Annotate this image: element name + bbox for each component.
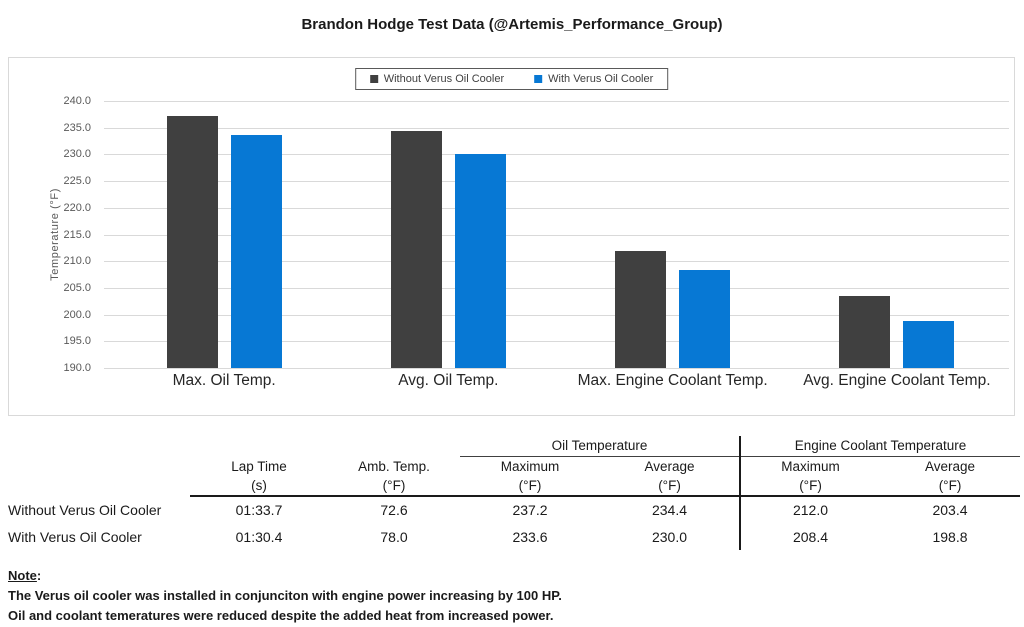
bar-series0-cat1 <box>390 130 442 368</box>
table-cell: 212.0 <box>739 496 881 523</box>
table-cell: 198.8 <box>932 528 968 545</box>
x-category-label: Max. Engine Coolant Temp. <box>577 372 768 389</box>
legend-marker-icon <box>369 75 378 83</box>
bar-series0-cat3 <box>839 296 891 368</box>
y-tick-label: 200.0 <box>63 308 91 321</box>
table-cell: 234.4 <box>651 502 688 518</box>
table-row-label: With Verus Oil Cooler <box>8 528 142 545</box>
table-cell: 78.0 <box>380 528 408 545</box>
note-line: The Verus oil cooler was installed in co… <box>8 588 562 603</box>
y-axis-labels: 240.0 235.0 230.0 225.0 220.0 215.0 210.0 205.0… <box>9 95 105 374</box>
table-group-oil-temperature: Oil Temperature <box>460 436 741 457</box>
bar-series1-cat2 <box>679 269 731 368</box>
legend-marker-icon <box>534 75 543 83</box>
legend-item-1: With Verus Oil Cooler <box>534 73 653 85</box>
table-cell: 01:30.4 <box>235 528 283 545</box>
table-column-header: Maximum <box>500 458 560 474</box>
table-cell: 237.2 <box>512 502 548 518</box>
y-tick-label: 205.0 <box>63 281 91 294</box>
y-tick-label: 210.0 <box>63 255 91 268</box>
table-empty-cell <box>0 456 190 476</box>
y-tick-label: 225.0 <box>63 175 91 188</box>
table-empty-cell <box>0 476 190 496</box>
bar-series1-cat0 <box>230 135 282 368</box>
y-tick-label: 215.0 <box>63 228 91 241</box>
table-column-unit: (°F) <box>600 476 741 497</box>
table-column-header: Amb. Temp. <box>358 458 430 474</box>
table-column-header: Lap Time <box>231 458 287 474</box>
chart-frame: Without Verus Oil Cooler With Verus Oil C… <box>8 57 1015 416</box>
table-cell: 208.4 <box>739 523 881 550</box>
table-row: With Verus Oil Cooler 01:30.4 78.0 233.6 230… <box>0 523 1020 550</box>
legend-label: Without Verus Oil Cooler <box>383 73 505 85</box>
table-column-header-row: Lap Time Amb. Temp. Maximum Average Maximum A… <box>0 456 1020 476</box>
chart-legend: Without Verus Oil Cooler With Verus Oil C… <box>354 68 669 90</box>
gridline <box>104 287 1009 289</box>
gridline <box>104 261 1009 263</box>
table-cell: 233.6 <box>512 528 548 545</box>
table-group-engine-coolant-temperature: Engine Coolant Temperature <box>739 436 1021 457</box>
category-group-2 <box>561 101 785 368</box>
table-column-header: Average <box>924 458 976 474</box>
table-empty-cell <box>0 436 460 456</box>
table-column-unit: (°F) <box>460 476 600 497</box>
table-body: Without Verus Oil Cooler 01:33.7 72.6 237.2… <box>0 496 1020 550</box>
category-group-0 <box>112 101 336 368</box>
y-tick-label: 220.0 <box>63 201 91 214</box>
table-column-unit: (°F) <box>739 476 881 497</box>
bar-series0-cat0 <box>166 115 218 368</box>
y-tick-label: 195.0 <box>63 335 91 348</box>
gridline <box>104 181 1009 183</box>
table-row: Without Verus Oil Cooler 01:33.7 72.6 237.2… <box>0 496 1020 523</box>
category-group-1 <box>336 101 560 368</box>
table-group-header-row: Oil Temperature Engine Coolant Temperatu… <box>0 436 1021 457</box>
note-colon: : <box>36 568 42 583</box>
table-column-unit: (°F) <box>328 476 460 497</box>
plot-area <box>104 101 1009 369</box>
y-tick-label: 190.0 <box>63 362 91 374</box>
gridline <box>104 154 1009 156</box>
table-units-row: (s) (°F) (°F) (°F) (°F) (°F) <box>0 476 1021 497</box>
table-cell: 01:33.7 <box>235 502 283 518</box>
gridline <box>104 234 1009 236</box>
y-tick-label: 235.0 <box>63 121 91 134</box>
table-column-unit: (°F) <box>880 476 1021 497</box>
x-category-label: Avg. Engine Coolant Temp. <box>803 372 991 389</box>
gridline <box>104 101 1009 102</box>
legend-label: With Verus Oil Cooler <box>548 73 654 85</box>
note-title: Note: <box>8 566 562 586</box>
chart-title: Brandon Hodge Test Data (@Artemis_Perfor… <box>301 16 723 33</box>
x-category-label: Avg. Oil Temp. <box>398 372 499 389</box>
gridline <box>104 127 1009 129</box>
bar-series1-cat1 <box>454 154 506 368</box>
bar-series1-cat3 <box>903 321 955 368</box>
bar-series0-cat2 <box>615 250 667 368</box>
table-cell: 72.6 <box>380 502 408 518</box>
table-column-header: Maximum <box>739 456 881 476</box>
x-axis-labels: Max. Oil Temp. Avg. Oil Temp. Max. Engine … <box>112 372 1009 390</box>
table-column-header: Average <box>644 458 695 474</box>
table-column-unit: (s) <box>190 476 328 497</box>
table-cell: 230.0 <box>651 528 688 545</box>
table-row-label: Without Verus Oil Cooler <box>8 501 162 518</box>
gridline <box>104 314 1009 316</box>
legend-item-0: Without Verus Oil Cooler <box>369 73 505 85</box>
note-heading: Note <box>8 568 37 583</box>
note-block: Note: The Verus oil cooler was installed… <box>8 566 562 626</box>
category-groups <box>112 101 1009 368</box>
y-tick-label: 240.0 <box>63 95 91 107</box>
gridline <box>104 368 1009 369</box>
gridline <box>104 341 1009 343</box>
category-group-3 <box>785 101 1009 368</box>
note-line: Oil and coolant temeratures were reduced… <box>8 608 554 623</box>
x-category-label: Max. Oil Temp. <box>172 372 276 389</box>
gridline <box>104 207 1009 209</box>
y-tick-label: 230.0 <box>63 148 91 161</box>
results-table: Oil Temperature Engine Coolant Temperatu… <box>0 436 1021 550</box>
table-cell: 203.4 <box>932 502 968 518</box>
